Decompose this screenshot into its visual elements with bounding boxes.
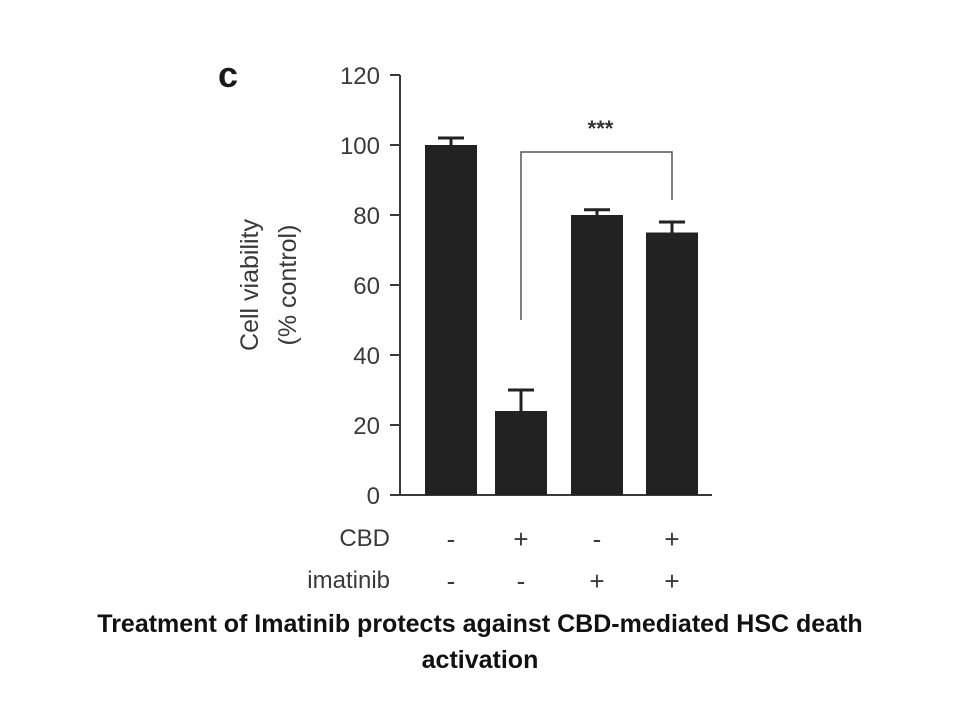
significance-bracket: *** [520, 116, 673, 320]
y-axis-title-line2: (% control) [274, 225, 302, 346]
condition-sign: - [593, 524, 602, 554]
condition-table: CBD - + - + imatinib - - + + [307, 524, 679, 596]
y-tick-label: 100 [340, 133, 380, 160]
condition-sign: - [517, 566, 526, 596]
condition-sign: + [513, 524, 528, 554]
y-axis-title: Cell viability (% control) [236, 219, 302, 351]
bar [571, 215, 623, 495]
bar [646, 232, 698, 495]
condition-label: CBD [339, 525, 390, 552]
condition-sign: + [589, 566, 604, 596]
bracket-line [520, 151, 673, 320]
bars [425, 136, 698, 495]
condition-sign: + [664, 524, 679, 554]
y-tick-label: 0 [367, 483, 380, 510]
y-axis-title-line1: Cell viability [236, 219, 264, 351]
figure-caption: Treatment of Imatinib protects against C… [97, 610, 863, 674]
y-tick-label: 120 [340, 63, 380, 90]
bar [495, 411, 547, 495]
panel-letter: c [218, 54, 238, 95]
bar [425, 145, 477, 495]
y-tick-label: 40 [353, 343, 380, 370]
y-tick-label: 60 [353, 273, 380, 300]
condition-label: imatinib [307, 567, 390, 594]
condition-sign: - [447, 524, 456, 554]
y-tick-label: 20 [353, 413, 380, 440]
significance-label: *** [588, 116, 614, 141]
y-tick-label: 80 [353, 203, 380, 230]
condition-sign: + [664, 566, 679, 596]
bar-chart: c Cell viability (% control) 0 20 40 60 80 10… [218, 54, 712, 596]
condition-sign: - [447, 566, 456, 596]
